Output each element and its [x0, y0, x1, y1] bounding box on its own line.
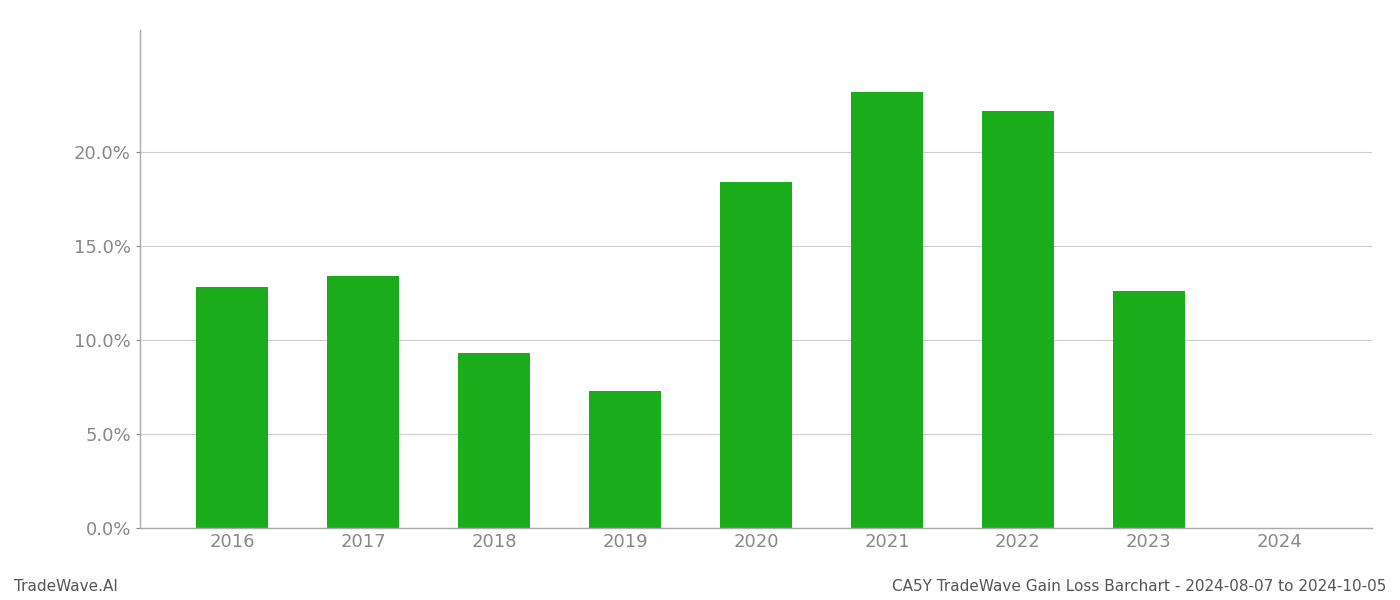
Bar — [196, 287, 267, 528]
Bar — [1113, 291, 1184, 528]
Bar — [720, 182, 792, 528]
Bar — [458, 353, 531, 528]
Text: TradeWave.AI: TradeWave.AI — [14, 579, 118, 594]
Bar — [589, 391, 661, 528]
Text: CA5Y TradeWave Gain Loss Barchart - 2024-08-07 to 2024-10-05: CA5Y TradeWave Gain Loss Barchart - 2024… — [892, 579, 1386, 594]
Bar — [851, 92, 923, 528]
Bar — [328, 276, 399, 528]
Bar — [981, 111, 1054, 528]
